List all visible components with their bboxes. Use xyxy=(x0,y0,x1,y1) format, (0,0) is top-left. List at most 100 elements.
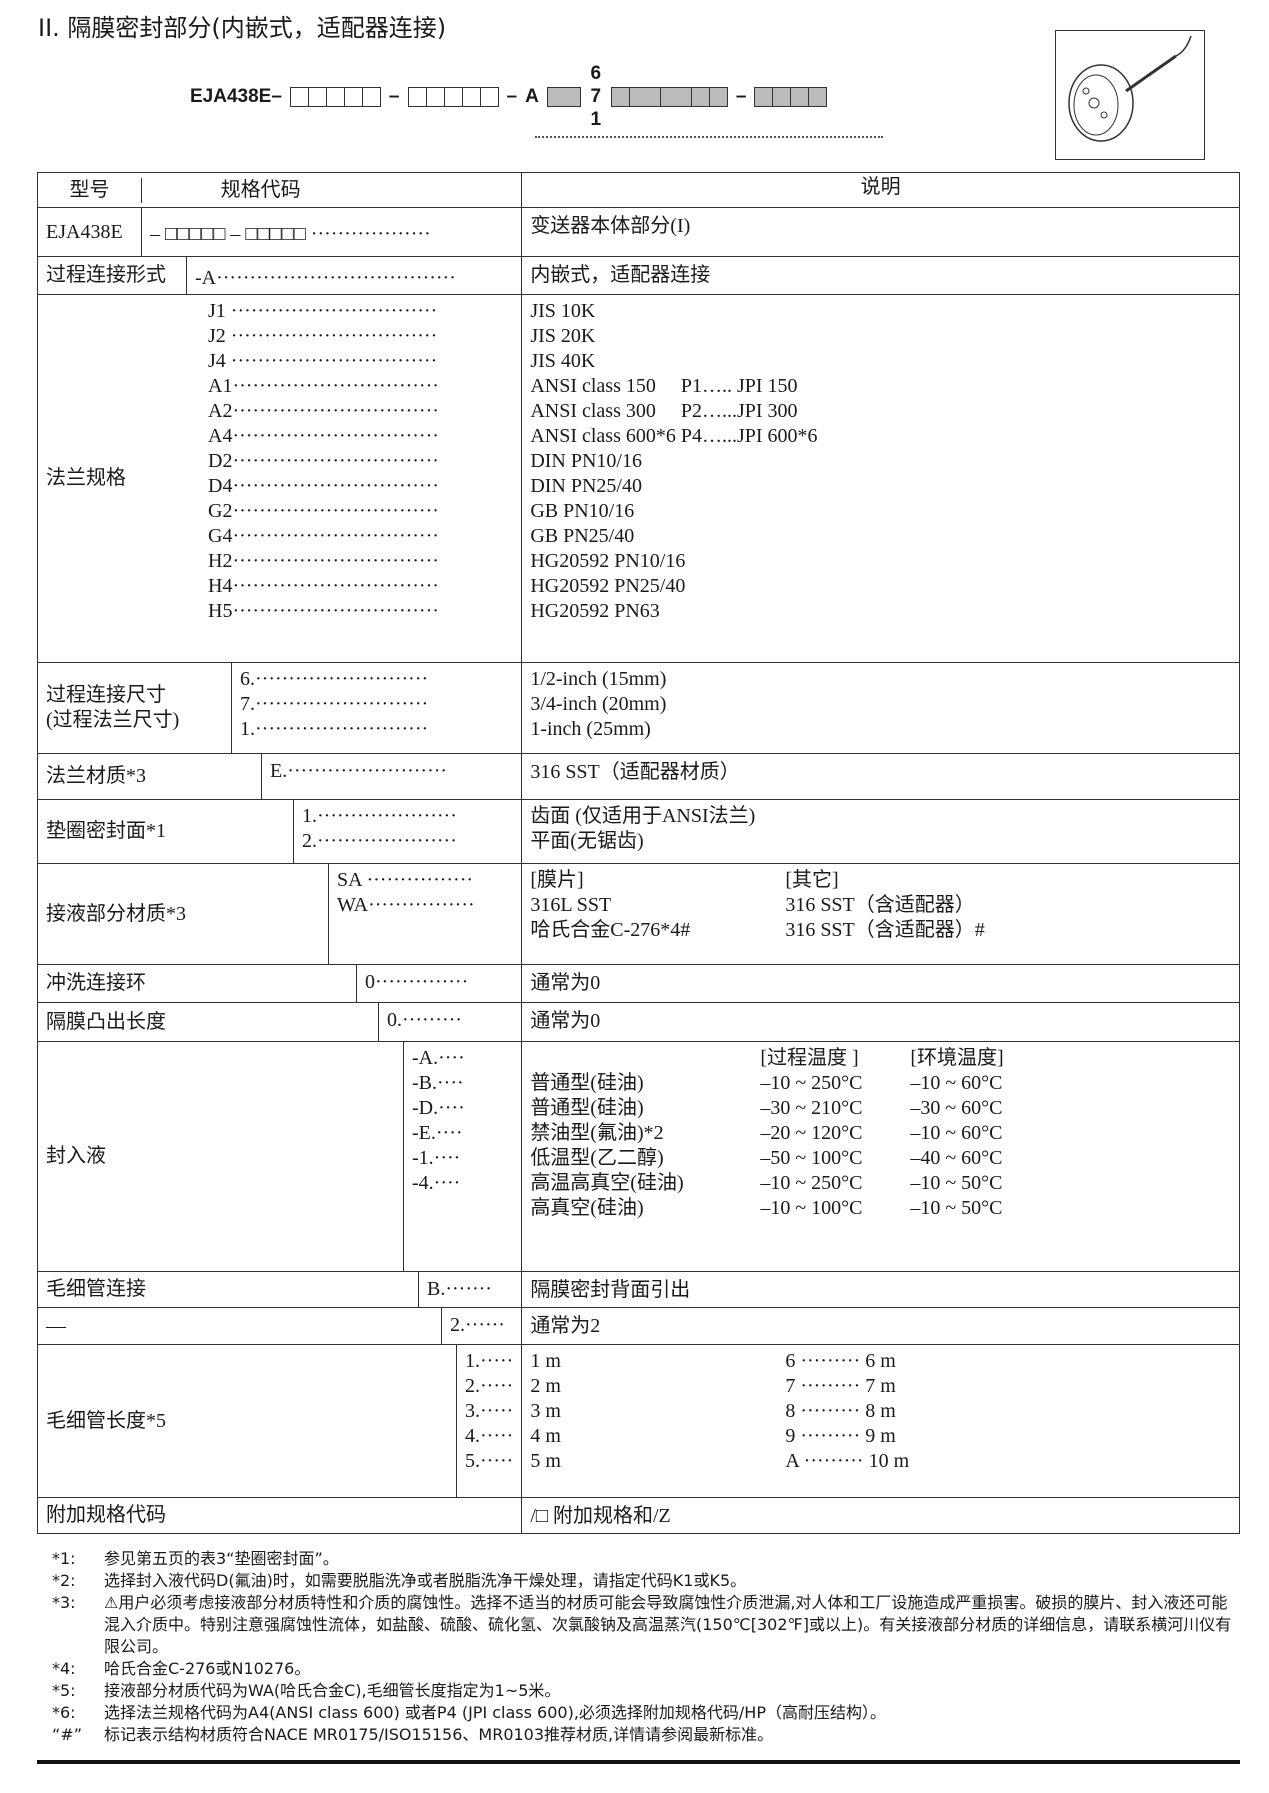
desc-line: JIS 10K xyxy=(530,300,596,322)
option-code: 2.······ xyxy=(450,1314,505,1336)
footnote: *6: 选择法兰规格代码为A4(ANSI class 600) 或者P4 (JPI… xyxy=(52,1702,1240,1724)
option-codes: 2.······ xyxy=(441,1308,521,1344)
dash: – xyxy=(271,86,282,107)
desc-line: [膜片] [其它] xyxy=(530,868,1231,893)
desc-line: DIN PN10/16 xyxy=(530,450,642,472)
option-code: 7.·························· xyxy=(240,693,429,715)
option-codes: E.························ xyxy=(261,754,521,799)
spec-row: 隔膜凸出长度 0.········· 通常为0 xyxy=(36,1002,1240,1042)
size-option: 6 xyxy=(590,63,602,84)
description-cell: 1 m 6 ········· 6 m 2 m 7 ········· 7 m 3 m 8… xyxy=(521,1344,1240,1498)
desc-line: 通常为0 xyxy=(530,1010,601,1032)
footnote-text: 选择法兰规格代码为A4(ANSI class 600) 或者P4 (JPI cl… xyxy=(104,1703,886,1722)
header-row: 型号 规格代码 说明 xyxy=(36,172,1240,208)
option-code: -D.···· xyxy=(412,1097,465,1119)
desc-line: 1-inch (25mm) xyxy=(530,718,651,740)
header-code-cell: 型号 规格代码 xyxy=(36,172,523,208)
footnote-key: *1: xyxy=(52,1549,76,1568)
option-code: H4······························· xyxy=(208,575,439,597)
description-cell: 内嵌式，适配器连接 xyxy=(521,256,1240,295)
code-cell: 附加规格代码 xyxy=(36,1497,523,1534)
option-codes: 0·············· xyxy=(356,965,521,1002)
desc-col: 高真空(硅油) xyxy=(530,1197,644,1219)
desc-col: 高温高真空(硅油) xyxy=(530,1172,684,1194)
spec-row: 垫圈密封面*1 1.····················· 2.········… xyxy=(36,799,1240,864)
desc-col: –30 ~ 210°C xyxy=(760,1097,863,1119)
desc-col: 316L SST xyxy=(530,894,612,916)
desc-col: –10 ~ 250°C xyxy=(760,1172,863,1194)
option-codes: -A.···· -B.···· -D.···· -E.···· -1.···· -4.··… xyxy=(403,1042,521,1271)
spec-row: 接液部分材质*3 SA ················ WA···········… xyxy=(36,863,1240,965)
desc-col: [其它] xyxy=(785,869,839,891)
footnote-text: 标记表示结构材质符合NACE MR0175/ISO15156、MR0103推荐材… xyxy=(104,1725,774,1744)
option-codes: -A···································· xyxy=(186,257,521,294)
desc-col: –10 ~ 50°C xyxy=(910,1197,1003,1219)
footnote-text: 参见第五页的表3“垫圈密封面”。 xyxy=(104,1549,339,1568)
row-label: 过程连接尺寸 (过程法兰尺寸) xyxy=(38,663,231,753)
footnote: *4: 哈氏合金C-276或N10276。 xyxy=(52,1658,1240,1680)
desc-col: 普通型(硅油) xyxy=(530,1097,644,1119)
row-label: 附加规格代码 xyxy=(46,1504,166,1526)
desc-col: –40 ~ 60°C xyxy=(910,1147,1003,1169)
code-cell: EJA438E – □□□□□ – □□□□□ ·················… xyxy=(36,207,523,257)
footnote-text: 选择封入液代码D(氟油)时，如需要脱脂洗净或者脱脂洗净干燥处理，请指定代码K1或… xyxy=(104,1571,747,1590)
code-cell: 法兰材质*3 E.························ xyxy=(36,753,523,800)
option-code: 4.····· xyxy=(465,1425,514,1447)
option-code: H5······························· xyxy=(208,600,439,622)
row-label: 封入液 xyxy=(46,1145,106,1167)
header-code: 规格代码 xyxy=(141,177,521,203)
desc-col: –20 ~ 120°C xyxy=(760,1122,863,1144)
desc-col: 哈氏合金C-276*4# xyxy=(530,919,691,941)
code-cell: 毛细管长度*5 1.····· 2.····· 3.····· 4.····· 5.···… xyxy=(36,1344,523,1498)
diaphragm-seal-image xyxy=(1055,30,1205,160)
shaded-box xyxy=(546,87,581,107)
description-cell: /□ 附加规格和/Z xyxy=(521,1497,1240,1534)
desc-col: [过程温度 ] xyxy=(760,1047,859,1069)
description-cell: 316 SST（适配器材质） xyxy=(521,753,1240,800)
dash: – xyxy=(388,86,400,107)
option-codes: 1.····· 2.····· 3.····· 4.····· 5.····· xyxy=(456,1345,521,1497)
option-code: 1.····················· xyxy=(302,805,457,827)
desc-line: 高真空(硅油) –10 ~ 100°C –10 ~ 50°C xyxy=(530,1196,1231,1221)
size-options: 6 7 1 xyxy=(581,64,611,130)
option-code: WA················ xyxy=(337,894,475,916)
desc-line: DIN PN25/40 xyxy=(530,475,642,497)
row-label: 法兰材质*3 xyxy=(46,765,146,787)
desc-col: –10 ~ 100°C xyxy=(760,1197,863,1219)
desc-line: ANSI class 150 P1….. JPI 150 xyxy=(530,375,798,397)
spec-row: 毛细管连接 B.······· 隔膜密封背面引出 xyxy=(36,1271,1240,1308)
option-codes: 1.····················· 2.···············… xyxy=(293,800,521,863)
option-code: G4······························· xyxy=(208,525,439,547)
footnote: *1: 参见第五页的表3“垫圈密封面”。 xyxy=(52,1548,1240,1570)
desc-line: 通常为0 xyxy=(530,972,601,994)
desc-line: HG20592 PN25/40 xyxy=(530,575,686,597)
spec-row: — 2.······ 通常为2 xyxy=(36,1307,1240,1345)
desc-line: GB PN10/16 xyxy=(530,500,635,522)
desc-line: 齿面 (仅适用于ANSI法兰) xyxy=(530,805,756,827)
footnote-key: *4: xyxy=(52,1659,76,1678)
desc-col: 1 m xyxy=(530,1350,561,1372)
desc-line: 1 m 6 ········· 6 m xyxy=(530,1349,1231,1374)
desc-line: 内嵌式，适配器连接 xyxy=(530,264,711,286)
footnote-text: 哈氏合金C-276或N10276。 xyxy=(104,1659,311,1678)
spec-row: 封入液 -A.···· -B.···· -D.···· -E.···· -1.···· -4… xyxy=(36,1041,1240,1272)
footnote: *5: 接液部分材质代码为WA(哈氏合金C),毛细管长度指定为1~5米。 xyxy=(52,1680,1240,1702)
desc-col: 8 ········· 8 m xyxy=(785,1400,896,1422)
option-code: G2······························· xyxy=(208,500,439,522)
desc-col: –10 ~ 250°C xyxy=(760,1072,863,1094)
spec-row: 法兰规格 J1 ······························· J2… xyxy=(36,294,1240,663)
option-code: A2······························· xyxy=(208,400,439,422)
desc-line: 3/4-inch (20mm) xyxy=(530,693,667,715)
description-cell: 1/2-inch (15mm) 3/4-inch (20mm) 1-inch (25… xyxy=(521,662,1240,754)
footnote: *2: 选择封入液代码D(氟油)时，如需要脱脂洗净或者脱脂洗净干燥处理，请指定代码… xyxy=(52,1570,1240,1592)
code-cell: 毛细管连接 B.······· xyxy=(36,1271,523,1308)
row-label: 隔膜凸出长度 xyxy=(46,1010,166,1033)
desc-col xyxy=(530,1046,760,1071)
option-code: H2······························· xyxy=(208,550,439,572)
code-cell: 过程连接尺寸 (过程法兰尺寸) 6.························… xyxy=(36,662,523,754)
option-code: -1.···· xyxy=(412,1147,461,1169)
section-title: II. 隔膜密封部分(内嵌式，适配器连接) xyxy=(38,14,447,42)
footnote-text: 接液部分材质代码为WA(哈氏合金C),毛细管长度指定为1~5米。 xyxy=(104,1681,561,1700)
description-cell: [过程温度 ] [环境温度] 普通型(硅油) –10 ~ 250°C –10 ~ 60°… xyxy=(521,1041,1240,1272)
spec-row: 过程连接形式 -A································… xyxy=(36,256,1240,295)
